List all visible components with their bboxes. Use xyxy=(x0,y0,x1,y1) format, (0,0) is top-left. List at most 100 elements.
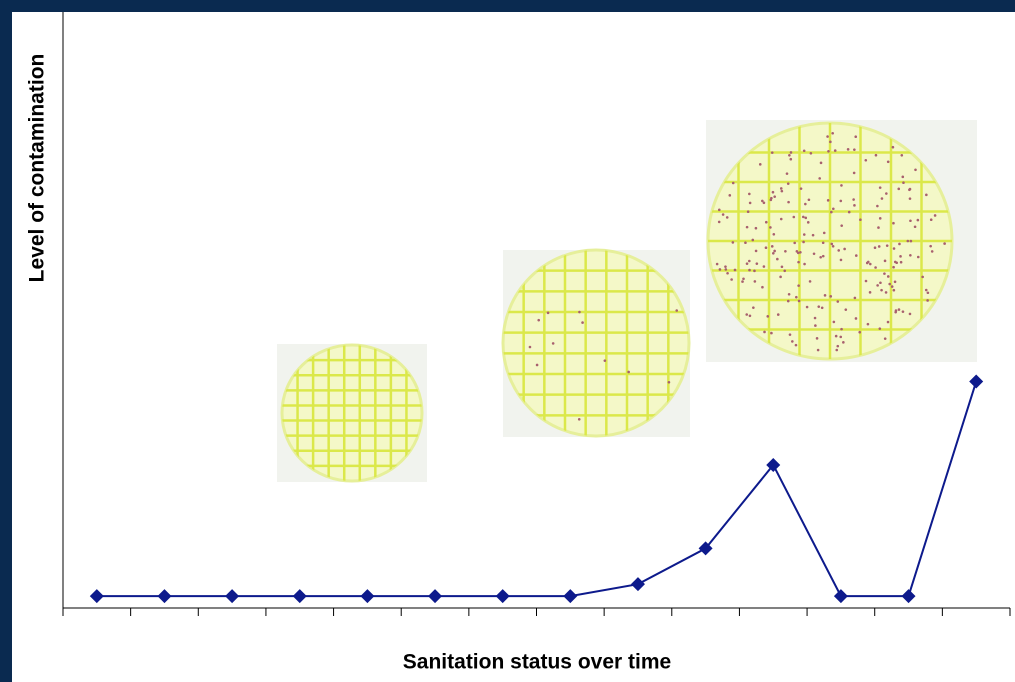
colony xyxy=(791,340,794,343)
colony xyxy=(901,176,904,179)
colony xyxy=(578,418,581,421)
colony xyxy=(804,203,807,206)
colony xyxy=(776,258,779,261)
colony xyxy=(803,263,806,266)
colony xyxy=(835,335,838,338)
colony xyxy=(793,242,796,245)
colony xyxy=(763,331,766,334)
colony xyxy=(772,191,775,194)
colony xyxy=(741,280,744,283)
colony xyxy=(784,250,787,253)
colony xyxy=(929,245,932,248)
colony xyxy=(824,294,827,297)
colony xyxy=(879,186,882,189)
colony xyxy=(810,152,813,155)
colony xyxy=(718,209,721,212)
colony xyxy=(734,269,737,272)
colony xyxy=(834,149,837,152)
colony xyxy=(839,200,842,203)
colony xyxy=(855,317,858,320)
colony xyxy=(909,254,912,257)
colony xyxy=(529,346,532,349)
colony xyxy=(869,263,872,266)
colony xyxy=(874,266,877,269)
colony xyxy=(931,250,934,253)
colony xyxy=(854,135,857,138)
colony xyxy=(884,337,887,340)
colony xyxy=(848,211,851,214)
colony xyxy=(914,225,917,228)
colony xyxy=(675,309,678,312)
colony xyxy=(909,313,912,316)
colony xyxy=(879,281,882,284)
colony xyxy=(827,150,830,153)
colony xyxy=(761,200,764,203)
colony xyxy=(788,293,791,296)
colony xyxy=(795,296,798,299)
page: {"chart_data": {"type": "line", "y_label… xyxy=(0,0,1015,682)
colony xyxy=(926,299,929,302)
colony xyxy=(820,162,823,165)
colony xyxy=(887,161,890,164)
colony xyxy=(787,201,790,204)
x-axis-label: Sanitation status over time xyxy=(403,651,671,674)
dish xyxy=(503,250,689,436)
colony xyxy=(716,263,719,266)
colony xyxy=(858,331,861,334)
colony xyxy=(769,226,772,229)
colony xyxy=(831,132,834,135)
colony xyxy=(728,194,731,197)
colony xyxy=(925,289,928,292)
colony xyxy=(840,184,843,187)
colony xyxy=(761,286,764,289)
colony xyxy=(748,269,751,272)
colony xyxy=(894,261,897,264)
colony xyxy=(759,163,762,166)
colony xyxy=(777,313,780,316)
colony xyxy=(751,239,754,242)
colony xyxy=(829,141,832,144)
colony xyxy=(809,280,812,283)
colony xyxy=(730,278,733,281)
colony xyxy=(749,202,752,205)
colony xyxy=(876,284,879,287)
colony xyxy=(832,207,835,210)
colony xyxy=(813,252,816,255)
colony xyxy=(854,297,857,300)
colony xyxy=(893,289,896,292)
colony xyxy=(786,172,789,175)
colony xyxy=(902,181,905,184)
colony xyxy=(747,210,750,213)
colony xyxy=(536,364,539,367)
colony xyxy=(891,285,894,288)
colony xyxy=(852,198,855,201)
colony xyxy=(847,148,850,151)
colony xyxy=(789,158,792,161)
colony xyxy=(797,284,800,287)
colony xyxy=(885,291,888,294)
colony xyxy=(840,259,843,262)
colony xyxy=(878,245,881,248)
colony xyxy=(814,324,817,327)
colony xyxy=(832,245,835,248)
colony xyxy=(795,344,798,347)
colony xyxy=(779,276,782,279)
colony xyxy=(814,317,817,320)
colony xyxy=(917,256,920,259)
colony xyxy=(836,300,839,303)
colony xyxy=(771,151,774,154)
colony xyxy=(817,349,820,352)
colony xyxy=(772,252,775,255)
colony xyxy=(722,213,725,216)
colony xyxy=(893,247,896,250)
colony xyxy=(840,328,843,331)
colony xyxy=(878,327,881,330)
colony xyxy=(877,226,880,229)
colony xyxy=(859,218,862,221)
colony xyxy=(855,254,858,257)
colony xyxy=(830,211,833,214)
colony xyxy=(718,221,721,224)
colony xyxy=(892,266,895,269)
colony xyxy=(909,188,912,191)
colony xyxy=(853,172,856,175)
